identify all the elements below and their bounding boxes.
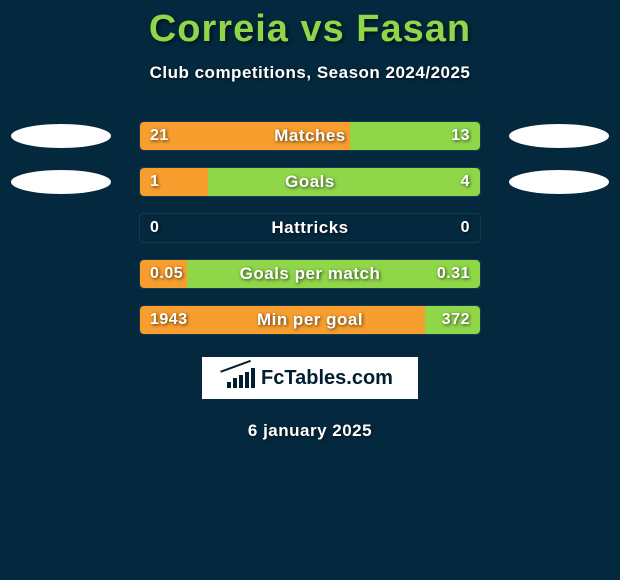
stat-row: 0 Hattricks 0 [0,213,620,243]
stat-row: 1943 Min per goal 372 [0,305,620,335]
stat-value-left: 21 [150,127,169,145]
page-title: Correia vs Fasan [0,8,620,51]
stat-label: Min per goal [257,310,363,330]
stat-bar: 21 Matches 13 [139,121,481,151]
stat-label: Hattricks [271,218,348,238]
stat-bar: 0 Hattricks 0 [139,213,481,243]
fctables-logo: FcTables.com [202,357,418,399]
comparison-card: Correia vs Fasan Club competitions, Seas… [0,0,620,441]
stat-row: 0.05 Goals per match 0.31 [0,259,620,289]
stat-value-left: 1943 [150,311,188,329]
player-right-avatar [509,124,609,148]
logo-chart-icon [227,368,255,388]
player-right-avatar [509,170,609,194]
bar-right-fill [208,168,480,196]
stat-value-right: 4 [461,173,470,191]
stat-value-right: 0.31 [437,265,470,283]
stat-row: 21 Matches 13 [0,121,620,151]
stat-row: 1 Goals 4 [0,167,620,197]
stat-value-right: 0 [461,219,470,237]
stat-value-left: 0 [150,219,159,237]
stat-value-left: 1 [150,173,159,191]
stat-label: Goals [285,172,335,192]
stat-label: Matches [274,126,346,146]
player-left-avatar [11,124,111,148]
date-text: 6 january 2025 [0,421,620,441]
stat-bar: 1 Goals 4 [139,167,481,197]
logo-text: FcTables.com [261,367,393,390]
stats-list: 21 Matches 13 1 Goals 4 0 Hattricks 0 0.05 Goals p… [0,121,620,335]
stat-label: Goals per match [240,264,381,284]
player-left-avatar [11,170,111,194]
stat-value-right: 13 [451,127,470,145]
stat-bar: 1943 Min per goal 372 [139,305,481,335]
stat-value-left: 0.05 [150,265,183,283]
subtitle: Club competitions, Season 2024/2025 [0,63,620,83]
stat-value-right: 372 [442,311,470,329]
stat-bar: 0.05 Goals per match 0.31 [139,259,481,289]
